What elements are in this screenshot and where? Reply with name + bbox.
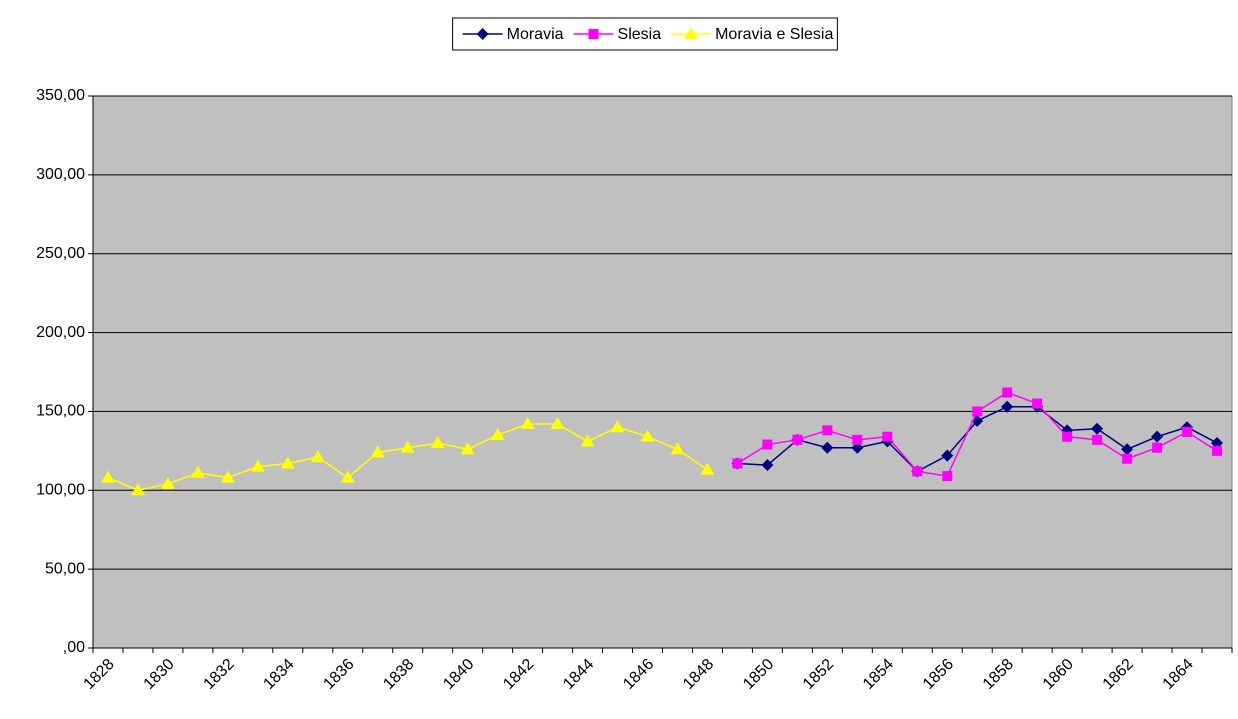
marker [190, 465, 205, 478]
marker [852, 434, 863, 445]
marker [1092, 434, 1103, 445]
legend-box [452, 17, 838, 51]
marker [1121, 443, 1134, 456]
marker [1091, 422, 1104, 435]
marker [430, 435, 445, 448]
marker [580, 434, 595, 447]
x-tick-label: 1844 [560, 656, 597, 693]
legend-label: Moravia [507, 26, 564, 43]
marker [160, 476, 175, 489]
marker [941, 449, 954, 462]
marker [1062, 431, 1073, 442]
marker [490, 428, 505, 441]
y-tick-label: 250,00 [36, 245, 85, 262]
x-tick-label: 1854 [860, 656, 897, 693]
marker [822, 425, 833, 436]
marker [476, 28, 489, 40]
y-tick-label: 100,00 [36, 482, 85, 499]
legend-item: Moravia [462, 26, 564, 43]
plot-area [92, 95, 1233, 649]
marker [588, 29, 599, 39]
marker [1212, 445, 1223, 456]
marker [761, 459, 774, 472]
x-tick-label: 1832 [201, 656, 238, 693]
marker [1001, 400, 1014, 413]
marker [762, 439, 773, 450]
x-tick-label: 1840 [440, 656, 477, 693]
marker [610, 420, 625, 433]
x-tick-label: 1856 [920, 656, 957, 693]
marker [1032, 398, 1043, 409]
marker [550, 417, 565, 430]
x-tick-label: 1830 [141, 656, 178, 693]
marker [882, 431, 893, 442]
marker [1182, 426, 1193, 437]
marker [220, 470, 235, 483]
marker [340, 470, 355, 483]
marker [310, 450, 325, 463]
x-tick-label: 1862 [1100, 656, 1137, 693]
y-tick-label: ,00 [63, 639, 85, 656]
y-tick-label: 300,00 [36, 166, 85, 183]
marker [1122, 453, 1133, 464]
marker [520, 417, 535, 430]
legend-item: Slesia [573, 26, 662, 43]
marker [732, 458, 743, 469]
marker [130, 483, 145, 496]
x-tick-label: 1858 [980, 656, 1017, 693]
x-tick-label: 1848 [680, 656, 717, 693]
marker [460, 442, 475, 455]
x-tick-label: 1842 [500, 656, 537, 693]
marker [792, 434, 803, 445]
x-tick-label: 1850 [740, 656, 777, 693]
series [732, 387, 1223, 482]
marker [100, 470, 115, 483]
marker [280, 456, 295, 469]
x-tick-label: 1846 [620, 656, 657, 693]
marker [700, 462, 715, 475]
series [100, 417, 715, 496]
x-tick-label: 1864 [1160, 656, 1197, 693]
x-tick-label: 1834 [260, 656, 297, 693]
x-tick-label: 1836 [320, 656, 357, 693]
marker [400, 440, 415, 453]
x-tick-label: 1838 [380, 656, 417, 693]
legend-label: Slesia [618, 26, 662, 43]
legend: Moravia Slesia Moravia e Slesia [452, 17, 838, 51]
marker [684, 27, 699, 39]
marker [972, 406, 983, 417]
marker [912, 466, 923, 477]
legend-item: Moravia e Slesia [671, 26, 833, 43]
x-tick-label: 1860 [1040, 656, 1077, 693]
x-tick-label: 1828 [81, 656, 118, 693]
marker [821, 441, 834, 454]
marker [370, 445, 385, 458]
y-tick-label: 200,00 [36, 324, 85, 341]
marker [1002, 387, 1013, 398]
legend-label: Moravia e Slesia [715, 26, 833, 43]
y-tick-label: 50,00 [45, 560, 85, 577]
marker [1151, 430, 1164, 443]
marker [942, 471, 953, 482]
y-tick-label: 150,00 [36, 403, 85, 420]
x-tick-label: 1852 [800, 656, 837, 693]
marker [1152, 442, 1163, 453]
marker [670, 442, 685, 455]
y-tick-label: 350,00 [36, 87, 85, 104]
marker [250, 459, 265, 472]
marker [640, 429, 655, 442]
